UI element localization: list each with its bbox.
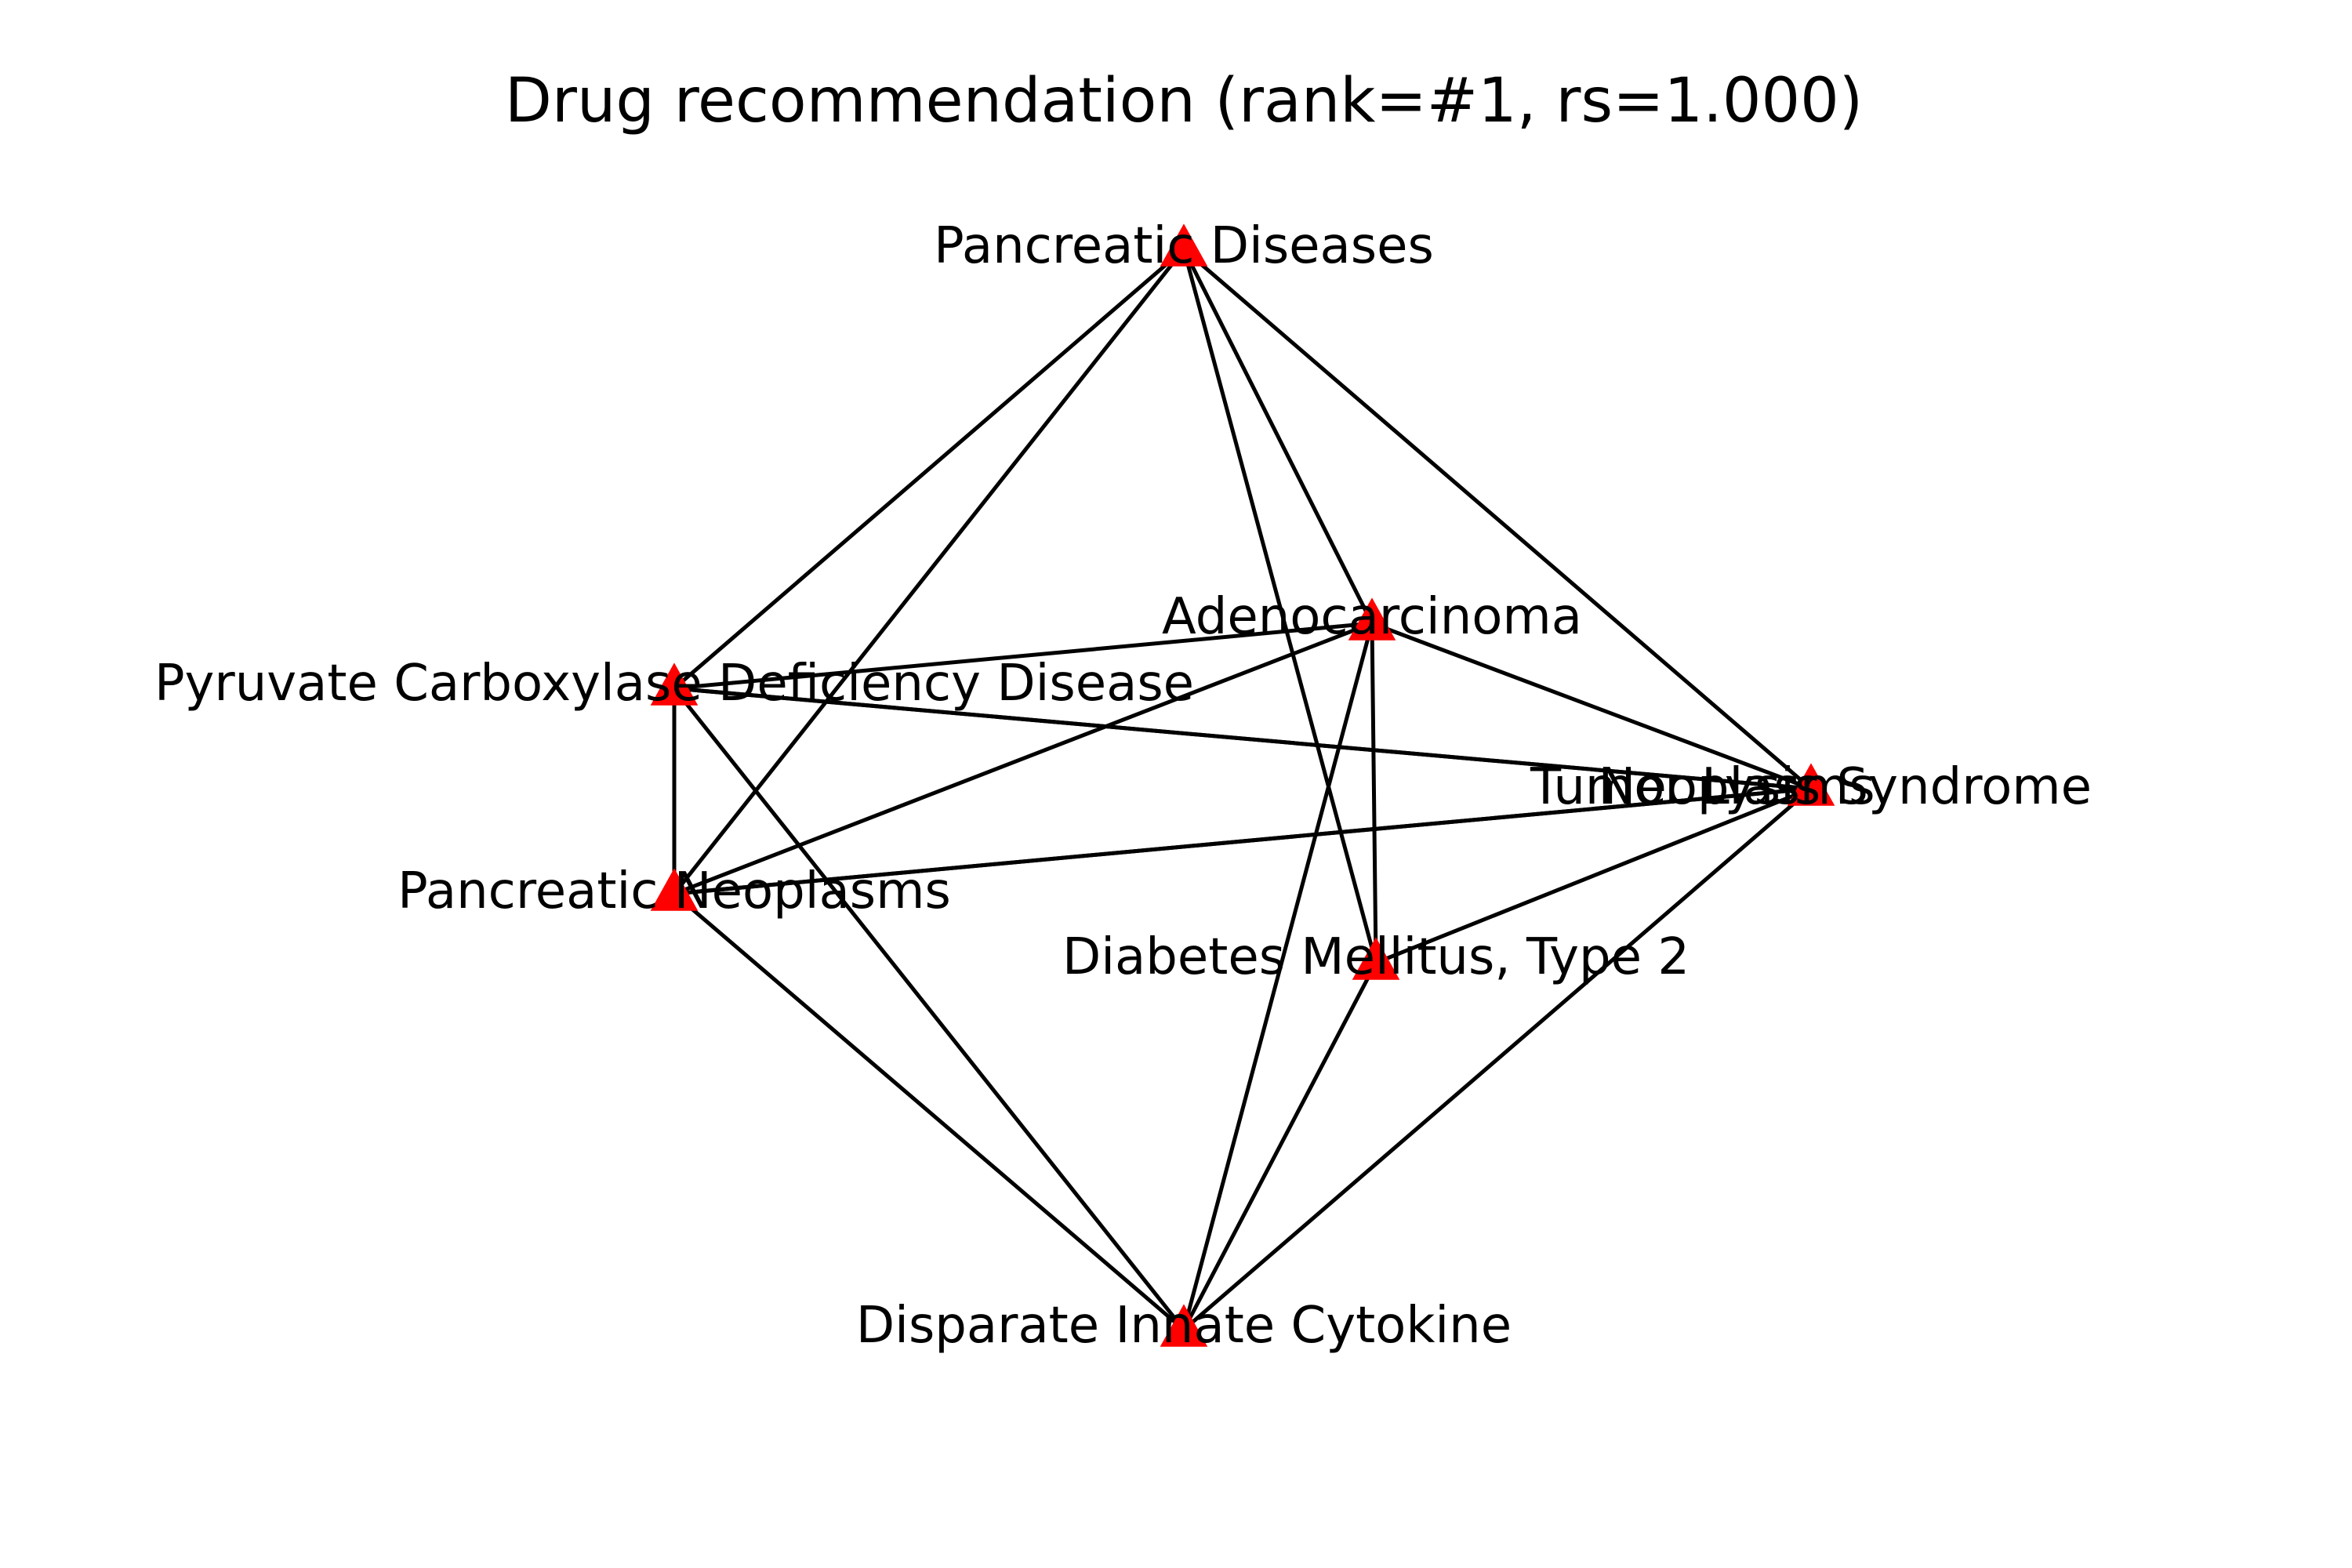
node-label-diabetes-type-2: Diabetes Mellitus, Type 2: [1062, 928, 1690, 986]
edge-pyruvate-carboxylase-adenocarcinoma: [673, 621, 1373, 691]
edge-adenocarcinoma-neoplasms: [1371, 621, 1812, 791]
edge-adenocarcinoma-disparate-innate-cytokine: [1181, 622, 1374, 1330]
node-label-disparate-innate-cytokine: Disparate Innate Cytokine: [856, 1297, 1512, 1355]
edge-pancreatic-diseases-neoplasms: [1182, 248, 1813, 790]
edge-pyruvate-carboxylase-disparate-innate-cytokine: [673, 687, 1185, 1331]
edge-pancreatic-diseases-pancreatic-neoplasms: [673, 248, 1185, 895]
node-adenocarcinoma-triangle-icon[interactable]: [1348, 597, 1396, 641]
graph-title: Drug recommendation (rank=#1, rs=1.000): [505, 66, 1863, 136]
labels-layer: Pancreatic Diseases Adenocarcinoma Pyruvat…: [154, 217, 2092, 1355]
edge-diabetes-type-2-neoplasms: [1375, 786, 1812, 965]
edge-pancreatic-diseases-diabetes-type-2: [1181, 249, 1378, 964]
edge-diabetes-type-2-disparate-innate-cytokine: [1181, 961, 1378, 1331]
node-label-pancreatic-neoplasms: Pancreatic Neoplasms: [397, 862, 951, 920]
node-pancreatic-neoplasms-triangle-icon[interactable]: [650, 868, 699, 911]
edge-pancreatic-neoplasms-disparate-innate-cytokine: [673, 892, 1185, 1331]
node-label-pyruvate-carboxylase: Pyruvate Carboxylase Deficiency Disease: [154, 655, 1194, 713]
node-diabetes-type-2-triangle-icon[interactable]: [1352, 937, 1400, 980]
edge-disparate-innate-cytokine-neoplasms: [1182, 787, 1813, 1331]
edge-pyruvate-carboxylase-tumor-lysis: [673, 686, 1812, 791]
nodes-layer: [650, 223, 1835, 1347]
edge-pancreatic-diseases-adenocarcinoma: [1181, 248, 1374, 625]
edge-adenocarcinoma-diabetes-type-2: [1370, 622, 1378, 964]
node-pyruvate-carboxylase-triangle-icon[interactable]: [650, 662, 699, 706]
node-tumor-lysis-triangle-icon[interactable]: [1787, 763, 1835, 806]
edges-layer: [672, 248, 1813, 1331]
node-label-tumor-lysis: Tumor Lysis Syndrome: [1530, 758, 2092, 816]
node-label-adenocarcinoma: Adenocarcinoma: [1162, 588, 1582, 646]
edge-pancreatic-diseases-pyruvate-carboxylase: [673, 248, 1185, 690]
edge-pancreatic-neoplasms-tumor-lysis: [673, 786, 1812, 896]
node-label-neoplasms: Neoplasms: [1598, 758, 1875, 816]
node-disparate-innate-cytokine-triangle-icon[interactable]: [1160, 1304, 1208, 1347]
edge-adenocarcinoma-pancreatic-neoplasms: [673, 621, 1373, 896]
node-pancreatic-diseases-triangle-icon[interactable]: [1160, 223, 1208, 267]
node-label-pancreatic-diseases: Pancreatic Diseases: [934, 217, 1434, 275]
